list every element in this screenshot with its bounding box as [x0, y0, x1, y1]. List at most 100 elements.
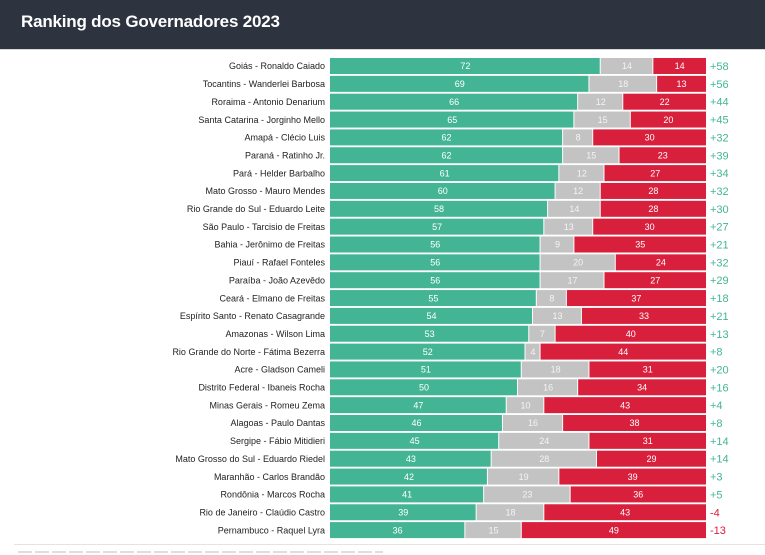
data-label-approve: 41	[402, 490, 412, 500]
bar-row: Rondônia - Marcos Rocha 41 23 36 +5	[220, 486, 723, 503]
row-label: Rondônia - Marcos Rocha	[220, 490, 325, 500]
bar-segment-neutral	[521, 361, 589, 378]
data-label-disapprove: 29	[646, 454, 656, 464]
row-label: Mato Grosso do Sul - Eduardo Riedel	[175, 454, 325, 464]
bar-segment-approve	[330, 397, 506, 414]
data-label-neutral: 15	[598, 115, 608, 125]
net-approval-label: +34	[710, 168, 729, 180]
bar-row: Alagoas - Paulo Dantas 46 16 38 +8	[230, 415, 723, 431]
bar-row: Mato Grosso - Mauro Mendes 60 12 28 +32	[205, 182, 729, 199]
bar-row: Espírito Santo - Renato Casagrande 54 13 33…	[180, 307, 729, 324]
data-label-neutral: 18	[618, 79, 628, 89]
data-label-disapprove: 22	[660, 97, 670, 107]
data-label-approve: 62	[442, 150, 452, 160]
data-label-neutral: 24	[539, 436, 549, 446]
net-approval-label: +30	[710, 204, 729, 216]
bar-segment-neutral	[559, 165, 604, 182]
data-label-neutral: 16	[543, 383, 553, 393]
bar-segment-approve	[330, 361, 521, 378]
net-approval-label: +16	[710, 382, 729, 394]
row-label: Roraima - Antonio Denarium	[211, 97, 325, 107]
net-approval-label: +44	[710, 97, 729, 109]
bar-segment-approve	[330, 307, 533, 324]
bar-segment-disapprove	[593, 218, 706, 235]
data-label-neutral: 9	[555, 240, 560, 250]
row-label: Rio de Janeiro - Claúdio Castro	[199, 507, 325, 517]
bar-row: Piauí - Rafael Fonteles 56 20 24 +32	[233, 254, 729, 271]
data-label-approve: 62	[442, 133, 452, 143]
bar-row: Ceará - Elmano de Freitas 55 8 37 +18	[219, 290, 729, 307]
bar-segment-approve	[330, 290, 536, 307]
net-approval-label: +14	[710, 436, 729, 448]
bar-segment-disapprove	[589, 432, 706, 449]
bar-segment-neutral	[499, 432, 589, 449]
bar-row: Rio de Janeiro - Claúdio Castro 39 18 43 -4	[199, 504, 720, 521]
bar-segment-approve	[330, 486, 484, 503]
bar-segment-disapprove	[604, 272, 706, 289]
bar-segment-neutral	[506, 397, 544, 414]
row-label: Sergipe - Fábio Mitidieri	[230, 436, 325, 446]
data-label-approve: 54	[427, 311, 437, 321]
bar-segment-neutral	[578, 93, 623, 110]
data-label-neutral: 12	[577, 168, 587, 178]
bar-segment-approve	[330, 272, 540, 289]
bar-row: Pará - Helder Barbalho 61 12 27 +34	[233, 165, 729, 182]
bar-segment-neutral	[525, 343, 540, 360]
bar-segment-disapprove	[574, 236, 706, 253]
net-approval-label: -4	[710, 507, 720, 519]
row-label: Pernambuco - Raquel Lyra	[218, 525, 325, 535]
row-label: Goiás - Ronaldo Caiado	[229, 61, 325, 71]
bar-segment-neutral	[540, 236, 574, 253]
row-label: Paraíba - João Azevêdo	[229, 275, 325, 285]
data-label-approve: 65	[447, 115, 457, 125]
data-label-disapprove: 31	[643, 365, 653, 375]
net-approval-label: +21	[710, 311, 729, 323]
footer-divider	[14, 544, 765, 545]
net-approval-label: +3	[710, 472, 723, 484]
net-approval-label: +29	[710, 275, 729, 287]
bar-row: Paraíba - João Azevêdo 56 17 27 +29	[229, 272, 729, 289]
data-label-approve: 72	[460, 61, 470, 71]
data-label-approve: 60	[438, 186, 448, 196]
data-label-disapprove: 30	[645, 133, 655, 143]
data-label-neutral: 4	[531, 347, 536, 357]
data-label-disapprove: 43	[620, 507, 630, 517]
data-label-disapprove: 34	[637, 383, 647, 393]
bar-segment-approve	[330, 93, 578, 110]
bar-segment-approve	[330, 165, 559, 182]
bar-segment-disapprove	[589, 361, 706, 378]
page-title: Ranking dos Governadores 2023	[21, 12, 280, 31]
data-label-disapprove: 36	[633, 490, 643, 500]
data-label-approve: 36	[393, 525, 403, 535]
row-label: Bahia - Jerônimo de Freitas	[214, 240, 325, 250]
data-label-disapprove: 39	[628, 472, 638, 482]
bar-segment-neutral	[574, 111, 630, 128]
bar-row: Distrito Federal - Ibaneis Rocha 50 16 34 +1…	[198, 379, 729, 396]
page-header: Ranking dos Governadores 2023	[0, 0, 765, 49]
data-label-approve: 69	[455, 79, 465, 89]
bar-segment-disapprove	[544, 397, 706, 414]
bar-row: Paraná - Ratinho Jr. 62 15 23 +39	[245, 147, 729, 164]
bar-row: Santa Catarina - Jorginho Mello 65 15 20 +45	[198, 111, 729, 128]
bar-row: Amapá - Clécio Luis 62 8 30 +32	[244, 129, 729, 146]
data-label-approve: 61	[440, 168, 450, 178]
row-label: Alagoas - Paulo Dantas	[230, 418, 325, 428]
data-label-neutral: 12	[573, 186, 583, 196]
bar-segment-neutral	[502, 415, 563, 431]
bar-segment-approve	[330, 379, 517, 396]
data-label-neutral: 28	[539, 454, 549, 464]
bar-row: Maranhão - Carlos Brandão 42 19 39 +3	[214, 468, 723, 485]
bar-segment-neutral	[487, 468, 559, 485]
data-label-disapprove: 43	[620, 400, 630, 410]
bar-segment-approve	[330, 200, 548, 217]
bar-segment-neutral	[563, 147, 619, 164]
bar-row: Acre - Gladson Cameli 51 18 31 +20	[234, 361, 729, 378]
row-label: São Paulo - Tarcisio de Freitas	[203, 222, 326, 232]
bar-segment-neutral	[484, 486, 570, 503]
footer-source-note	[18, 551, 383, 553]
bar-segment-neutral	[548, 200, 600, 217]
bar-segment-disapprove	[570, 486, 706, 503]
bar-segment-disapprove	[540, 343, 706, 360]
data-label-neutral: 10	[521, 400, 531, 410]
data-label-neutral: 13	[552, 311, 562, 321]
